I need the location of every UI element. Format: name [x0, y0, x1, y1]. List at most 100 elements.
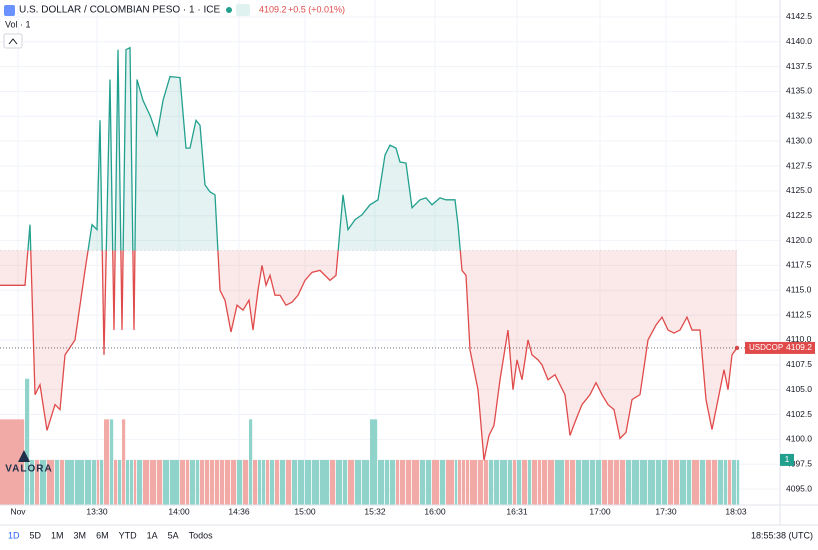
header-last: 4109.2	[259, 4, 287, 14]
volume-bar	[320, 459, 330, 505]
y-tick-label: 4115.0	[786, 285, 812, 295]
volume-bar	[262, 459, 266, 505]
x-tick-label: 16:00	[424, 506, 446, 516]
volume-bar	[305, 459, 312, 505]
volume-bar	[626, 459, 632, 505]
price-tag-symbol: USDCOP	[749, 343, 783, 352]
volume-bar	[596, 459, 602, 505]
axes: 4142.5 4140.0 4137.5 4135.0 4132.5 4130.0 4127…	[10, 11, 815, 516]
x-tick-label: 17:00	[589, 506, 611, 516]
y-tick-label: 4127.5	[786, 160, 812, 170]
price-line-up	[27, 46, 461, 251]
y-tick-label: 4125.0	[786, 185, 812, 195]
volume-bar	[724, 459, 728, 505]
area-down	[0, 250, 737, 461]
volume-bar	[200, 459, 205, 505]
volume-bar	[362, 459, 370, 505]
volume-bar	[706, 459, 712, 505]
volume-bar	[548, 459, 555, 505]
volume-bar	[614, 459, 620, 505]
x-tick-label: 16:31	[506, 506, 528, 516]
volume-bar	[602, 459, 608, 505]
x-tick-label: 14:00	[168, 506, 190, 516]
volume-bar	[170, 459, 180, 505]
volume-bar	[266, 459, 270, 505]
y-tick-label: 4105.0	[786, 384, 812, 394]
grid	[0, 0, 780, 505]
volume-bar	[532, 459, 538, 505]
volume-bar	[370, 419, 378, 505]
status-badge	[236, 4, 250, 16]
x-tick-label: 15:32	[364, 506, 386, 516]
volume-bar	[400, 459, 406, 505]
volume-bar	[732, 459, 737, 505]
volume-bar	[243, 459, 249, 505]
volume-tag	[780, 453, 794, 466]
volume-bar	[565, 459, 570, 505]
volume-bar	[432, 459, 440, 505]
volume-bar	[275, 459, 280, 505]
collapse-button[interactable]	[3, 33, 23, 49]
volume-bar	[478, 459, 484, 505]
volume-bar	[231, 459, 237, 505]
volume-bar	[412, 459, 420, 505]
volume-bar	[470, 459, 478, 505]
volume-bar	[343, 459, 348, 505]
volume-bar	[25, 378, 30, 505]
volume-bar	[542, 459, 548, 505]
range-button[interactable]: 5D	[30, 530, 42, 540]
volume-bar	[687, 459, 692, 505]
volume-bar	[718, 459, 724, 505]
range-button[interactable]: 1A	[147, 530, 158, 540]
volume-bar	[737, 459, 740, 505]
volume-bar	[286, 459, 292, 505]
volume-bar	[576, 459, 582, 505]
volume-bar	[92, 459, 97, 505]
x-tick-label: Nov	[10, 506, 26, 516]
range-button[interactable]: 6M	[96, 530, 109, 540]
y-tick-label: 4110.0	[786, 334, 812, 344]
range-button[interactable]: YTD	[119, 530, 138, 540]
range-button[interactable]: Todos	[189, 530, 214, 540]
price-line-down	[0, 250, 738, 461]
volume-bar	[47, 459, 55, 505]
volume-bar	[215, 459, 220, 505]
y-tick-label: 4135.0	[786, 86, 812, 96]
y-tick-label: 4140.0	[786, 36, 812, 46]
volume-bar	[582, 459, 590, 505]
volume-bar	[137, 459, 143, 505]
volume-bar	[378, 459, 385, 505]
volume-bar	[728, 459, 732, 505]
y-tick-label: 4130.0	[786, 135, 812, 145]
y-tick-label: 4097.5	[786, 458, 812, 468]
volume-bar	[312, 459, 320, 505]
y-tick-label: 4095.0	[786, 483, 812, 493]
volume-bar	[462, 459, 466, 505]
volume-bar	[190, 459, 196, 505]
volume-bar	[440, 459, 446, 505]
clock: 18:55:38 (UTC)	[751, 530, 813, 540]
y-tick-label: 4107.5	[786, 359, 812, 369]
collapse-icon	[8, 38, 18, 45]
y-tick-label: 4112.5	[786, 309, 812, 319]
volume-bar	[134, 459, 137, 505]
volume-bar	[85, 459, 92, 505]
chart-title: U.S. DOLLAR / COLOMBIAN PESO · 1 · ICE	[19, 5, 220, 16]
range-button[interactable]: 1M	[51, 530, 64, 540]
volume-bar	[298, 459, 305, 505]
volume-bar	[122, 419, 126, 505]
volume-bar	[130, 459, 134, 505]
last-point	[734, 345, 740, 351]
range-button[interactable]: 5A	[168, 530, 179, 540]
volume-bar	[632, 459, 640, 505]
volume-bar	[60, 459, 65, 505]
volume-bar	[126, 459, 130, 505]
volume-bar	[396, 459, 400, 505]
volume-bar	[0, 419, 25, 505]
volume-bar	[466, 459, 470, 505]
volume-bar	[163, 459, 170, 505]
range-button[interactable]: 3M	[74, 530, 87, 540]
range-button[interactable]: 1D	[8, 530, 20, 540]
volume-bar	[348, 459, 355, 505]
